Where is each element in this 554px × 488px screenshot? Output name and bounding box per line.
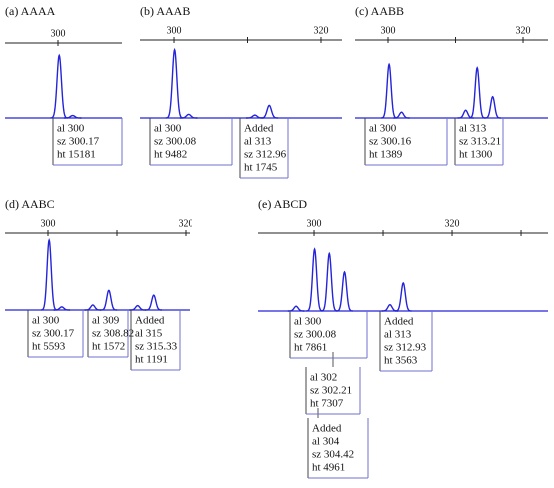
peak — [393, 111, 410, 119]
annotation-line: ht 1572 — [92, 341, 125, 353]
peak — [306, 247, 323, 312]
tick-label: 300 — [307, 218, 322, 229]
annotation-line: al 315 — [135, 328, 163, 340]
annotation-line: sz 300.16 — [369, 136, 412, 148]
annotation-line: al 313 — [244, 136, 272, 148]
annotation-line: ht 1745 — [244, 162, 278, 174]
annotation-line: al 304 — [312, 436, 340, 448]
peak — [84, 304, 102, 311]
peak — [320, 251, 338, 312]
annotation-line: ht 15181 — [57, 149, 96, 161]
annotation-line: ht 1300 — [459, 149, 493, 161]
annotation-line: sz 304.42 — [312, 449, 354, 461]
peak — [145, 294, 163, 311]
annotation-line: ht 5593 — [32, 341, 66, 353]
annotation-line: Added — [312, 423, 342, 435]
annotation-line: ht 4961 — [312, 462, 345, 474]
annotation-line: sz 302.21 — [310, 385, 352, 397]
peak — [484, 95, 501, 119]
tick-label: 320 — [178, 218, 193, 229]
annotation-line: al 300 — [369, 123, 397, 135]
peak — [165, 47, 184, 119]
tick-label: 300 — [167, 25, 182, 36]
annotation-line: Added — [135, 315, 165, 327]
annotation-line: sz 312.93 — [384, 342, 427, 354]
peak — [179, 113, 198, 119]
annotation-line: sz 300.17 — [57, 136, 100, 148]
tick-label: 300 — [40, 218, 55, 229]
peak — [260, 104, 279, 119]
annotation-line: sz 300.08 — [154, 136, 197, 148]
tick-label: 300 — [381, 25, 396, 36]
peak — [380, 62, 398, 119]
annotation-line: al 300 — [154, 123, 182, 135]
annotation-line: al 300 — [294, 316, 322, 328]
annotation-line: ht 7307 — [310, 398, 344, 410]
annotation-line: al 313 — [459, 123, 487, 135]
annotation-line: al 300 — [57, 123, 85, 135]
annotation-line: al 300 — [32, 315, 60, 327]
panel-caption: (d) AABC — [5, 197, 55, 211]
annotation-line: ht 1389 — [369, 149, 403, 161]
annotation-line: ht 1191 — [135, 354, 168, 366]
annotation-line: sz 300.08 — [294, 329, 337, 341]
annotation-line: al 302 — [310, 372, 337, 384]
tick-label: 320 — [516, 25, 531, 36]
tick-label: 320 — [313, 25, 328, 36]
annotation-line: Added — [384, 316, 414, 328]
peak — [50, 53, 69, 119]
annotation-line: al 313 — [384, 329, 412, 341]
annotation-line: sz 312.96 — [244, 149, 287, 161]
peak — [394, 281, 412, 312]
annotation-line: ht 3563 — [384, 355, 418, 367]
peak — [63, 114, 82, 119]
tick-label: 300 — [50, 28, 65, 39]
tick-label: 320 — [445, 218, 460, 229]
annotation-line: sz 300.17 — [32, 328, 75, 340]
panel-caption: (b) AAAB — [140, 4, 190, 18]
panel-caption: (c) AABB — [355, 4, 404, 18]
annotation-line: al 309 — [92, 315, 120, 327]
peak — [129, 304, 146, 311]
peak — [336, 270, 353, 312]
peak — [40, 238, 58, 311]
annotation-line: sz 315.33 — [135, 341, 178, 353]
panel-caption: (e) ABCD — [258, 197, 307, 211]
peak — [381, 303, 399, 312]
annotation-line: sz 313.21 — [459, 136, 501, 148]
annotation-line: ht 7861 — [294, 342, 327, 354]
annotation-line: Added — [244, 123, 274, 135]
peak — [53, 306, 71, 311]
peak — [287, 305, 305, 312]
annotation-line: sz 308.82 — [92, 328, 134, 340]
annotation-line: ht 9482 — [154, 149, 187, 161]
peak — [469, 66, 486, 119]
peak — [100, 289, 118, 311]
panel-caption: (a) AAAA — [5, 4, 56, 18]
